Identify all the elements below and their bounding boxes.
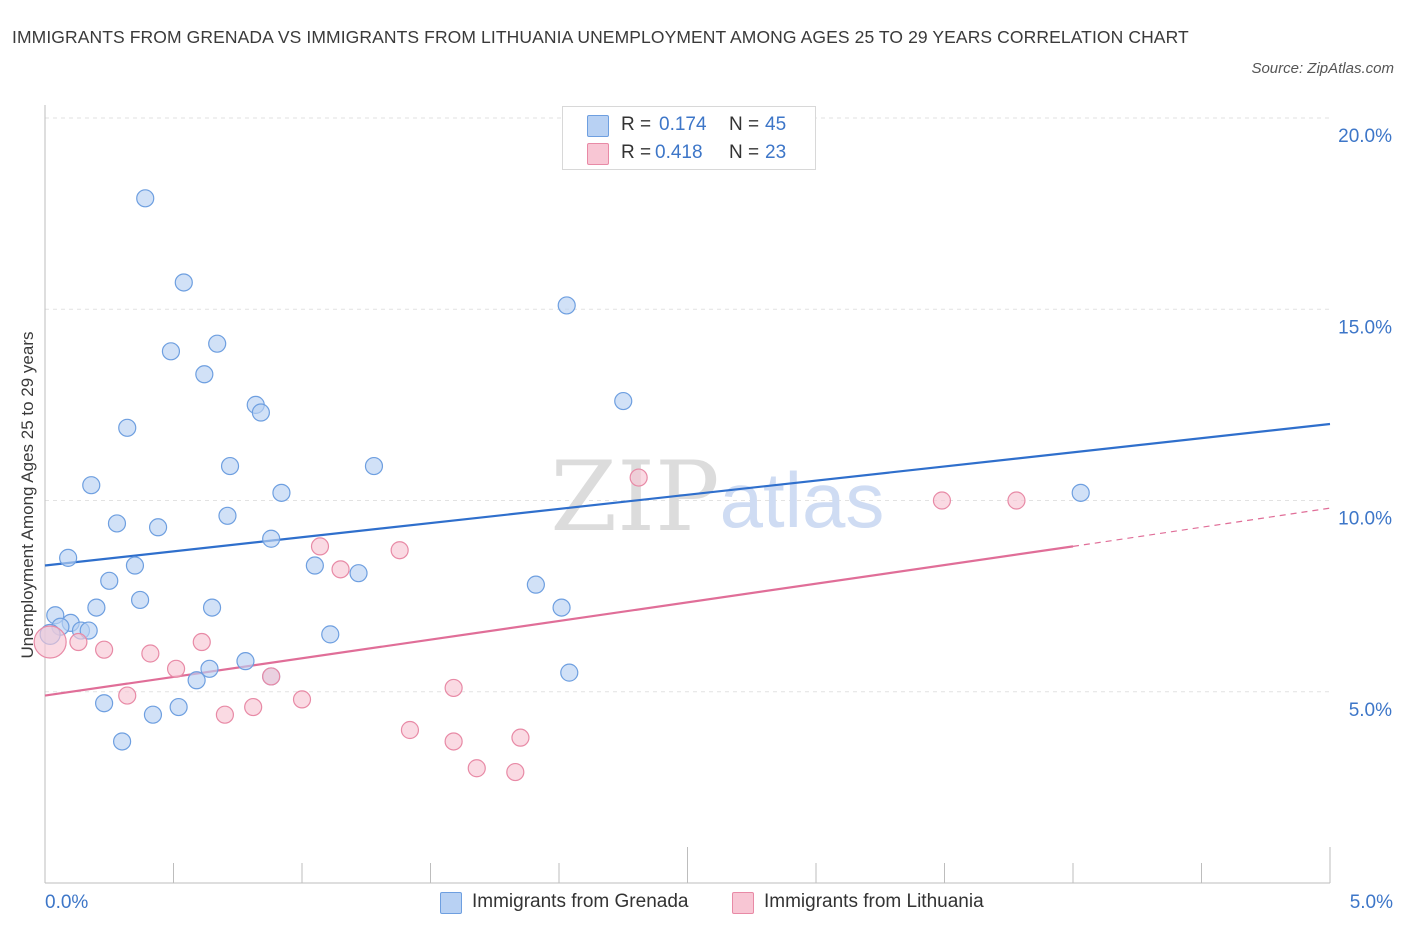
point-grenada bbox=[364, 456, 384, 476]
point-grenada bbox=[557, 296, 576, 315]
data-points bbox=[33, 189, 1090, 782]
gridlines bbox=[45, 117, 1330, 693]
source-label: Source: ZipAtlas.com bbox=[1251, 60, 1394, 77]
trend-line-lithuania-extension bbox=[1072, 507, 1331, 547]
point-grenada bbox=[79, 621, 98, 640]
point-lithuania bbox=[506, 762, 525, 782]
point-grenada bbox=[202, 598, 222, 617]
point-grenada bbox=[526, 575, 545, 594]
x-tick-label: 0.0% bbox=[45, 892, 88, 913]
point-lithuania bbox=[467, 759, 486, 778]
point-grenada bbox=[174, 273, 193, 292]
point-lithuania bbox=[215, 705, 234, 724]
point-lithuania bbox=[331, 560, 350, 579]
x-tick-label: 5.0% bbox=[1350, 892, 1393, 913]
r-value-lithuania: 0.418 bbox=[655, 142, 703, 163]
point-lithuania bbox=[444, 732, 463, 751]
point-lithuania bbox=[310, 537, 330, 556]
point-grenada bbox=[200, 659, 219, 678]
point-grenada bbox=[349, 564, 368, 583]
y-tick-label: 10.0% bbox=[1338, 509, 1392, 530]
r-label: R = bbox=[621, 142, 652, 163]
point-grenada bbox=[560, 663, 579, 682]
point-lithuania bbox=[141, 644, 160, 663]
bottom-legend-swatch-lithuania bbox=[732, 892, 754, 914]
bottom-legend-label-grenada: Immigrants from Grenada bbox=[472, 891, 689, 912]
point-lithuania bbox=[33, 625, 67, 659]
point-grenada bbox=[95, 694, 114, 713]
point-lithuania bbox=[262, 667, 281, 686]
point-grenada bbox=[218, 506, 237, 525]
y-tick-label: 20.0% bbox=[1338, 126, 1392, 147]
point-grenada bbox=[59, 548, 78, 567]
point-lithuania bbox=[629, 468, 648, 487]
point-lithuania bbox=[1007, 491, 1026, 510]
n-value-grenada: 45 bbox=[765, 114, 787, 135]
point-grenada bbox=[130, 590, 150, 610]
bottom-legend-label-lithuania: Immigrants from Lithuania bbox=[764, 891, 984, 912]
bottom-legend-swatch-grenada bbox=[440, 892, 462, 914]
point-grenada bbox=[169, 697, 188, 717]
point-lithuania bbox=[400, 720, 420, 740]
point-grenada bbox=[82, 476, 101, 495]
watermark: ZIP atlas bbox=[550, 441, 884, 553]
point-grenada bbox=[272, 483, 291, 502]
chart-title: IMMIGRANTS FROM GRENADA VS IMMIGRANTS FR… bbox=[12, 27, 1189, 47]
point-lithuania bbox=[118, 686, 137, 705]
point-grenada bbox=[107, 514, 127, 533]
n-label: N = bbox=[729, 142, 760, 163]
point-grenada bbox=[220, 456, 240, 476]
point-grenada bbox=[236, 652, 255, 671]
point-grenada bbox=[118, 418, 137, 437]
tick-labels: 5.0% 10.0% 15.0% 20.0% 0.0% 5.0% bbox=[45, 126, 1393, 913]
point-grenada bbox=[148, 518, 168, 537]
point-grenada bbox=[161, 342, 181, 361]
r-label: R = bbox=[621, 114, 652, 135]
point-lithuania bbox=[444, 678, 463, 698]
point-lithuania bbox=[166, 659, 186, 678]
point-grenada bbox=[321, 625, 340, 644]
point-grenada bbox=[305, 556, 324, 575]
correlation-legend: R = 0.174 N = 45 R = 0.418 N = 23 bbox=[562, 106, 816, 170]
point-grenada bbox=[100, 571, 119, 590]
point-lithuania bbox=[932, 491, 952, 510]
y-tick-label: 5.0% bbox=[1349, 700, 1392, 721]
point-grenada bbox=[614, 391, 633, 411]
point-grenada bbox=[112, 732, 132, 751]
axes bbox=[44, 105, 1331, 884]
r-value-grenada: 0.174 bbox=[659, 114, 707, 135]
point-grenada bbox=[1071, 483, 1090, 502]
watermark-atlas: atlas bbox=[720, 456, 885, 544]
n-value-lithuania: 23 bbox=[765, 142, 787, 163]
point-grenada bbox=[552, 598, 571, 617]
point-lithuania bbox=[511, 728, 530, 747]
y-axis-label: Unemployment Among Ages 25 to 29 years bbox=[18, 332, 37, 659]
trend-line-grenada bbox=[44, 422, 1331, 567]
legend-swatch-lithuania bbox=[587, 143, 609, 165]
point-grenada bbox=[251, 403, 270, 422]
legend-swatch-grenada bbox=[587, 115, 609, 137]
point-grenada bbox=[87, 598, 106, 617]
point-lithuania bbox=[292, 690, 312, 709]
point-grenada bbox=[136, 189, 155, 208]
point-grenada bbox=[125, 556, 145, 575]
point-lithuania bbox=[244, 697, 263, 717]
point-lithuania bbox=[95, 640, 114, 659]
point-lithuania bbox=[69, 632, 88, 652]
point-lithuania bbox=[390, 541, 409, 560]
point-grenada bbox=[143, 705, 163, 724]
point-lithuania bbox=[192, 632, 211, 652]
point-grenada bbox=[195, 365, 214, 384]
point-grenada bbox=[208, 334, 227, 353]
point-grenada bbox=[187, 671, 206, 690]
watermark-zip: ZIP bbox=[550, 441, 719, 553]
y-tick-label: 15.0% bbox=[1338, 317, 1392, 338]
point-grenada bbox=[262, 529, 281, 548]
n-label: N = bbox=[729, 114, 760, 135]
